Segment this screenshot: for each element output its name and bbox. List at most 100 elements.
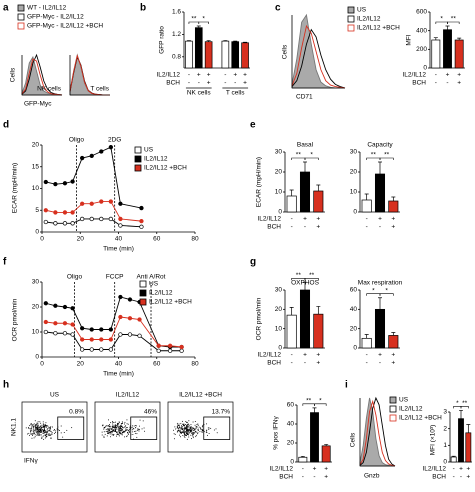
event-dot [186,429,188,431]
y-tick-label: 30 [275,149,283,156]
event-dot [45,436,47,438]
event-dot [48,426,50,428]
event-dot [47,433,49,435]
event-dot [31,429,33,431]
event-dot [51,433,53,435]
event-dot [32,433,34,435]
legend-label: IL2/IL12 [399,406,423,413]
bar [361,337,372,349]
event-dot [128,430,130,432]
event-dot [35,424,37,426]
y-tick-label: 400 [416,27,427,34]
event-dot [124,436,126,438]
y-axis-label: NK1.1 [11,418,18,436]
event-dot [135,425,137,427]
event-dot [196,431,198,433]
event-dot [47,430,49,432]
legend-label: WT - IL2/IL12 [27,5,67,12]
event-dot [186,424,188,426]
event-dot [103,428,105,430]
event-dot [46,434,48,436]
error-bar [243,41,248,43]
significance-label: * [319,398,322,405]
plot-frame [167,401,234,453]
y-tick-label: 2 [443,425,447,432]
event-dot [197,433,199,435]
legend-label: IL2/IL12 +BCH [149,299,192,306]
bar [185,40,193,69]
series-marker [108,337,113,342]
event-dot [216,432,218,434]
bar [221,40,230,69]
panel-label: f [3,257,7,268]
condition-sign: - [198,80,200,87]
condition-sign: - [460,474,462,481]
event-dot [37,432,39,434]
event-dot [180,423,182,425]
event-dot [44,426,46,428]
event-dot [118,431,120,433]
event-dot [198,426,200,428]
event-dot [200,429,202,431]
event-dot [108,428,110,430]
y-tick-label: 40 [350,306,358,313]
series-marker [99,199,104,204]
panel-label: b [140,3,146,14]
legend-label: IL2/IL12 +BCH [357,25,400,32]
event-dot [175,428,177,430]
condition-sign: - [435,80,437,87]
error-bar [378,161,382,174]
event-dot [116,426,118,428]
event-dot [38,429,40,431]
series-marker [43,179,48,185]
event-dot [34,420,36,422]
event-dot [40,437,42,439]
error-bar [300,455,305,458]
error-bar [459,409,463,419]
event-dot [112,426,114,428]
event-dot [37,426,39,428]
series-marker [108,347,113,352]
y-axis-label: Cells [282,44,289,59]
event-dot [173,429,175,431]
series-line [45,201,142,222]
event-dot [111,425,113,427]
event-dot [124,423,126,425]
event-dot [138,428,140,430]
event-dot [191,433,193,435]
event-dot [50,426,52,428]
x-tick-label: 20 [77,361,85,368]
event-dot [114,421,116,423]
event-dot [114,428,116,430]
significance-label: ** [451,16,457,23]
x-tick-label: 60 [153,236,161,243]
event-dot [122,427,124,429]
error-bar [196,25,201,28]
event-dot [132,434,134,436]
event-dot [195,434,197,436]
condition-name: IL2/IL12 [423,466,447,473]
event-dot [206,423,208,425]
event-dot [194,424,196,426]
event-dot [129,428,131,430]
event-dot [124,426,126,428]
condition-name: IL2/IL12 [403,72,427,79]
y-tick-label: 60 [287,402,295,409]
event-dot [192,434,194,436]
condition-name: BCH [279,474,293,481]
event-dot [173,438,175,440]
series-marker [118,201,123,206]
gate [203,416,231,440]
event-dot [48,434,50,436]
condition-sign: + [324,466,328,473]
event-dot [34,431,36,433]
legend-swatch [389,405,397,413]
x-tick-label: 40 [115,361,123,368]
event-dot [185,425,187,427]
legend-swatch [139,298,147,306]
event-dot [40,426,42,428]
gate-label: 0.8% [69,409,84,416]
bar [310,412,319,463]
event-dot [177,430,179,432]
